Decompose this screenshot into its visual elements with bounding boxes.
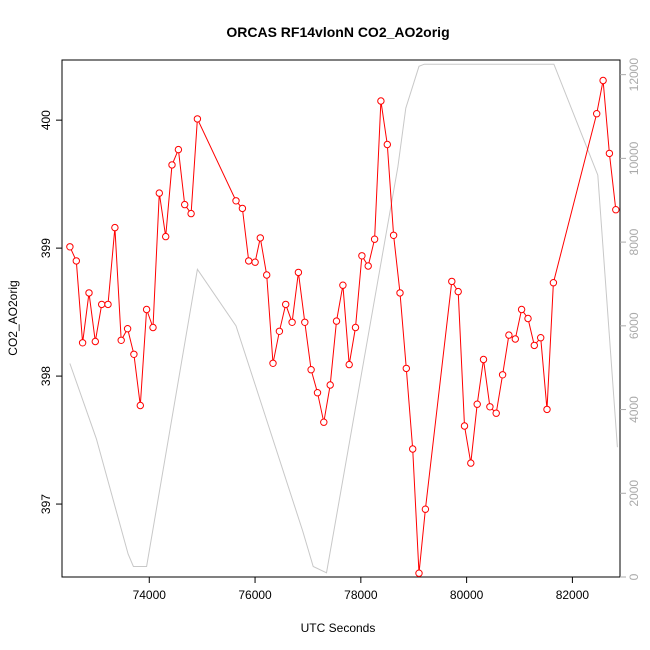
co2-data-point — [72, 257, 81, 265]
x-axis-label: UTC Seconds — [301, 621, 376, 635]
co2-data-point — [256, 234, 264, 242]
co2-data-point — [251, 258, 259, 266]
co2-data-point — [351, 323, 360, 332]
co2-data-point — [238, 204, 247, 213]
co2-data-point — [155, 189, 164, 197]
chart-title: ORCAS RF14vlonN CO2_AO2orig — [226, 24, 449, 40]
co2-data-point — [111, 223, 119, 232]
co2-data-point — [377, 97, 385, 105]
co2-data-point — [307, 366, 315, 374]
co2-data-point — [505, 331, 513, 339]
y2-tick-label: 6000 — [627, 312, 641, 339]
co2-data-point — [358, 252, 366, 260]
co2-data-point — [104, 300, 112, 309]
co2-data-point — [486, 403, 494, 411]
co2-data-point — [402, 364, 410, 373]
co2-data-point — [524, 314, 532, 323]
co2-data-point — [320, 418, 328, 426]
co2-data-point — [370, 235, 379, 243]
co2-data-point — [313, 389, 322, 397]
co2-data-point — [263, 271, 271, 279]
co2-data-point — [599, 76, 607, 85]
co2-data-point — [282, 300, 290, 309]
co2-data-point — [193, 115, 202, 123]
co2-data-point — [498, 371, 507, 379]
y2-tick-label: 12000 — [627, 58, 641, 92]
co2-data-point — [91, 337, 100, 346]
co2-data-point — [187, 209, 195, 218]
co2-data-point — [162, 232, 170, 241]
co2-data-point — [605, 149, 614, 158]
co2-data-point — [479, 355, 488, 364]
co2-data-point — [517, 305, 526, 314]
co2-data-point — [66, 243, 74, 251]
co2-data-point — [275, 327, 284, 335]
co2-data-point — [467, 459, 475, 467]
co2-data-point — [460, 422, 469, 430]
co2-data-point — [332, 317, 341, 325]
co2-data-point — [232, 197, 240, 205]
y2-tick-label: 0 — [627, 573, 641, 580]
x-tick-label: 78000 — [344, 588, 378, 602]
co2-data-point — [339, 281, 347, 289]
co2-data-point — [288, 318, 296, 326]
co2-data-point — [448, 277, 456, 286]
co2-data-point — [85, 289, 93, 297]
co2-data-point — [511, 335, 519, 343]
co2-data-point — [364, 262, 372, 270]
co2-data-point — [549, 279, 558, 287]
co2-data-point — [294, 268, 303, 277]
co2-data-point — [396, 289, 404, 297]
co2-data-point — [245, 257, 253, 265]
co2-data-point — [117, 336, 125, 344]
y2-tick-label: 2000 — [627, 480, 641, 507]
co2-data-point — [168, 161, 176, 169]
y-axis-label: CO2_AO2orig — [6, 280, 20, 355]
y2-tick-label: 8000 — [627, 228, 641, 255]
co2-data-point — [543, 405, 551, 414]
co2-data-point — [473, 400, 481, 408]
co2-data-point — [593, 110, 601, 118]
co2-data-point — [530, 341, 538, 350]
co2-data-point — [421, 505, 430, 513]
co2-data-point — [612, 206, 620, 214]
co2-data-point — [415, 569, 423, 577]
co2-data-point — [345, 360, 353, 369]
y-tick-label: 397 — [39, 494, 53, 514]
x-tick-label: 80000 — [450, 588, 484, 602]
co2-data-point — [142, 305, 151, 314]
co2-data-point — [181, 200, 189, 209]
co2-data-point — [326, 381, 334, 389]
co2-data-point — [492, 409, 500, 417]
y-tick-label: 399 — [39, 238, 53, 258]
co2-data-point — [174, 145, 183, 154]
co2-data-point — [389, 231, 398, 240]
co2-data-point — [78, 339, 87, 347]
plot-frame — [61, 59, 621, 578]
y2-tick-label: 10000 — [627, 141, 641, 175]
y-tick-label: 398 — [39, 366, 53, 386]
co2-data-point — [383, 140, 391, 149]
x-tick-label: 74000 — [133, 588, 167, 602]
x-tick-label: 82000 — [556, 588, 590, 602]
co2-data-point — [301, 318, 309, 326]
y2-tick-label: 4000 — [627, 396, 641, 423]
co2-data-point — [130, 350, 138, 358]
co2-data-point — [149, 323, 157, 332]
y-tick-label: 400 — [39, 110, 53, 130]
co2-data-point — [98, 300, 106, 309]
co2-data-point — [537, 334, 545, 342]
co2-data-point — [136, 401, 145, 410]
co2-data-point — [269, 359, 277, 367]
co2-data-point — [123, 325, 132, 333]
x-tick-label: 76000 — [238, 588, 272, 602]
co2-data-point — [409, 445, 417, 453]
altitude-series-line — [69, 63, 618, 574]
co2-data-point — [454, 287, 462, 296]
